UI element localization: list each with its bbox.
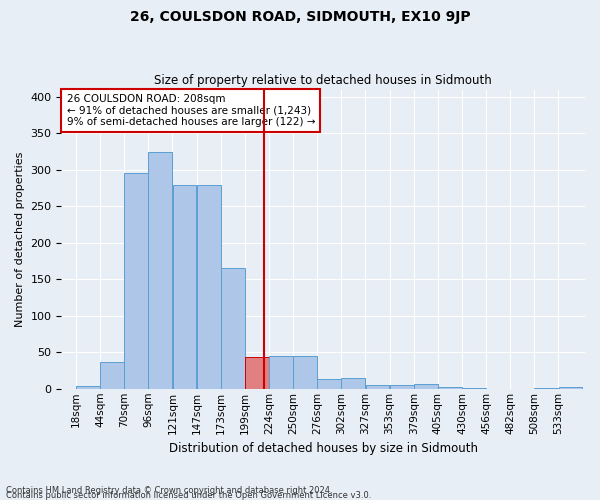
Y-axis label: Number of detached properties: Number of detached properties: [15, 152, 25, 327]
Bar: [221, 268, 245, 389]
Bar: [100, 362, 124, 389]
Bar: [414, 384, 437, 389]
Bar: [197, 185, 221, 389]
Text: Contains public sector information licensed under the Open Government Licence v3: Contains public sector information licen…: [6, 491, 371, 500]
Title: Size of property relative to detached houses in Sidmouth: Size of property relative to detached ho…: [154, 74, 492, 87]
Bar: [293, 356, 317, 389]
Bar: [148, 152, 172, 389]
Bar: [76, 386, 100, 389]
Text: 26, COULSDON ROAD, SIDMOUTH, EX10 9JP: 26, COULSDON ROAD, SIDMOUTH, EX10 9JP: [130, 10, 470, 24]
Bar: [389, 385, 413, 389]
Bar: [438, 388, 462, 389]
Bar: [535, 388, 559, 389]
Bar: [365, 385, 389, 389]
Bar: [559, 388, 583, 389]
Bar: [341, 378, 365, 389]
Bar: [269, 356, 293, 389]
Bar: [245, 356, 269, 389]
Text: Contains HM Land Registry data © Crown copyright and database right 2024.: Contains HM Land Registry data © Crown c…: [6, 486, 332, 495]
Bar: [317, 378, 341, 389]
Bar: [173, 185, 196, 389]
Text: 26 COULSDON ROAD: 208sqm
← 91% of detached houses are smaller (1,243)
9% of semi: 26 COULSDON ROAD: 208sqm ← 91% of detach…: [67, 94, 315, 127]
X-axis label: Distribution of detached houses by size in Sidmouth: Distribution of detached houses by size …: [169, 442, 478, 455]
Bar: [124, 173, 148, 389]
Bar: [462, 388, 486, 389]
